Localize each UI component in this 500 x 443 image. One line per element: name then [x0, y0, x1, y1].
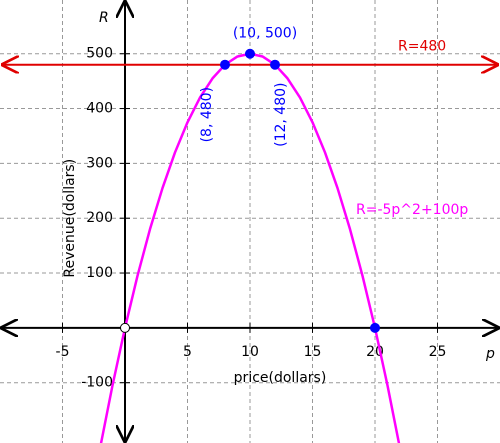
x-axis-name: p [485, 346, 495, 362]
y-tick-label: 400 [86, 101, 113, 117]
point-label: (10, 500) [233, 26, 297, 42]
curve-label: R=-5p^2+100p [356, 202, 468, 218]
point-label: (12, 480) [273, 83, 289, 147]
y-tick-label: 300 [86, 155, 113, 171]
point [245, 48, 255, 59]
reference-line-label: R=480 [398, 39, 446, 55]
x-tick-label: 10 [241, 344, 259, 360]
y-tick-label: 100 [86, 265, 113, 281]
point [370, 322, 380, 333]
point-label: (8, 480) [199, 87, 215, 142]
point [220, 59, 230, 70]
point [270, 59, 280, 70]
x-tick-label: 25 [429, 344, 447, 360]
x-axis-label: price(dollars) [234, 370, 327, 386]
x-tick-label: 5 [183, 344, 192, 360]
y-tick-label: 500 [86, 46, 113, 62]
x-tick-label: -5 [56, 344, 70, 360]
x-tick-label: 15 [304, 344, 322, 360]
y-tick-label: 200 [86, 210, 113, 226]
y-tick-label: -100 [81, 375, 113, 391]
y-axis-label: Revenue(dollars) [62, 159, 78, 278]
y-axis-name: R [99, 10, 109, 26]
point [120, 322, 130, 333]
